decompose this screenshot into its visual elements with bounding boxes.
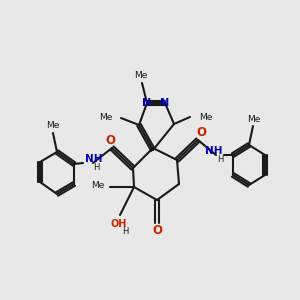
Text: Me: Me (134, 71, 148, 80)
Text: OH: OH (111, 219, 127, 229)
Text: H: H (93, 164, 99, 172)
Text: N: N (142, 98, 152, 108)
Text: O: O (105, 134, 115, 146)
Text: Me: Me (199, 112, 212, 122)
Text: H: H (217, 155, 223, 164)
Text: N: N (160, 98, 169, 108)
Text: Me: Me (91, 182, 104, 190)
Text: Me: Me (99, 113, 112, 122)
Text: Me: Me (46, 122, 60, 130)
Text: NH: NH (85, 154, 103, 164)
Text: H: H (122, 227, 128, 236)
Text: NH: NH (205, 146, 223, 156)
Text: O: O (196, 125, 206, 139)
Text: O: O (152, 224, 162, 238)
Text: Me: Me (247, 115, 261, 124)
